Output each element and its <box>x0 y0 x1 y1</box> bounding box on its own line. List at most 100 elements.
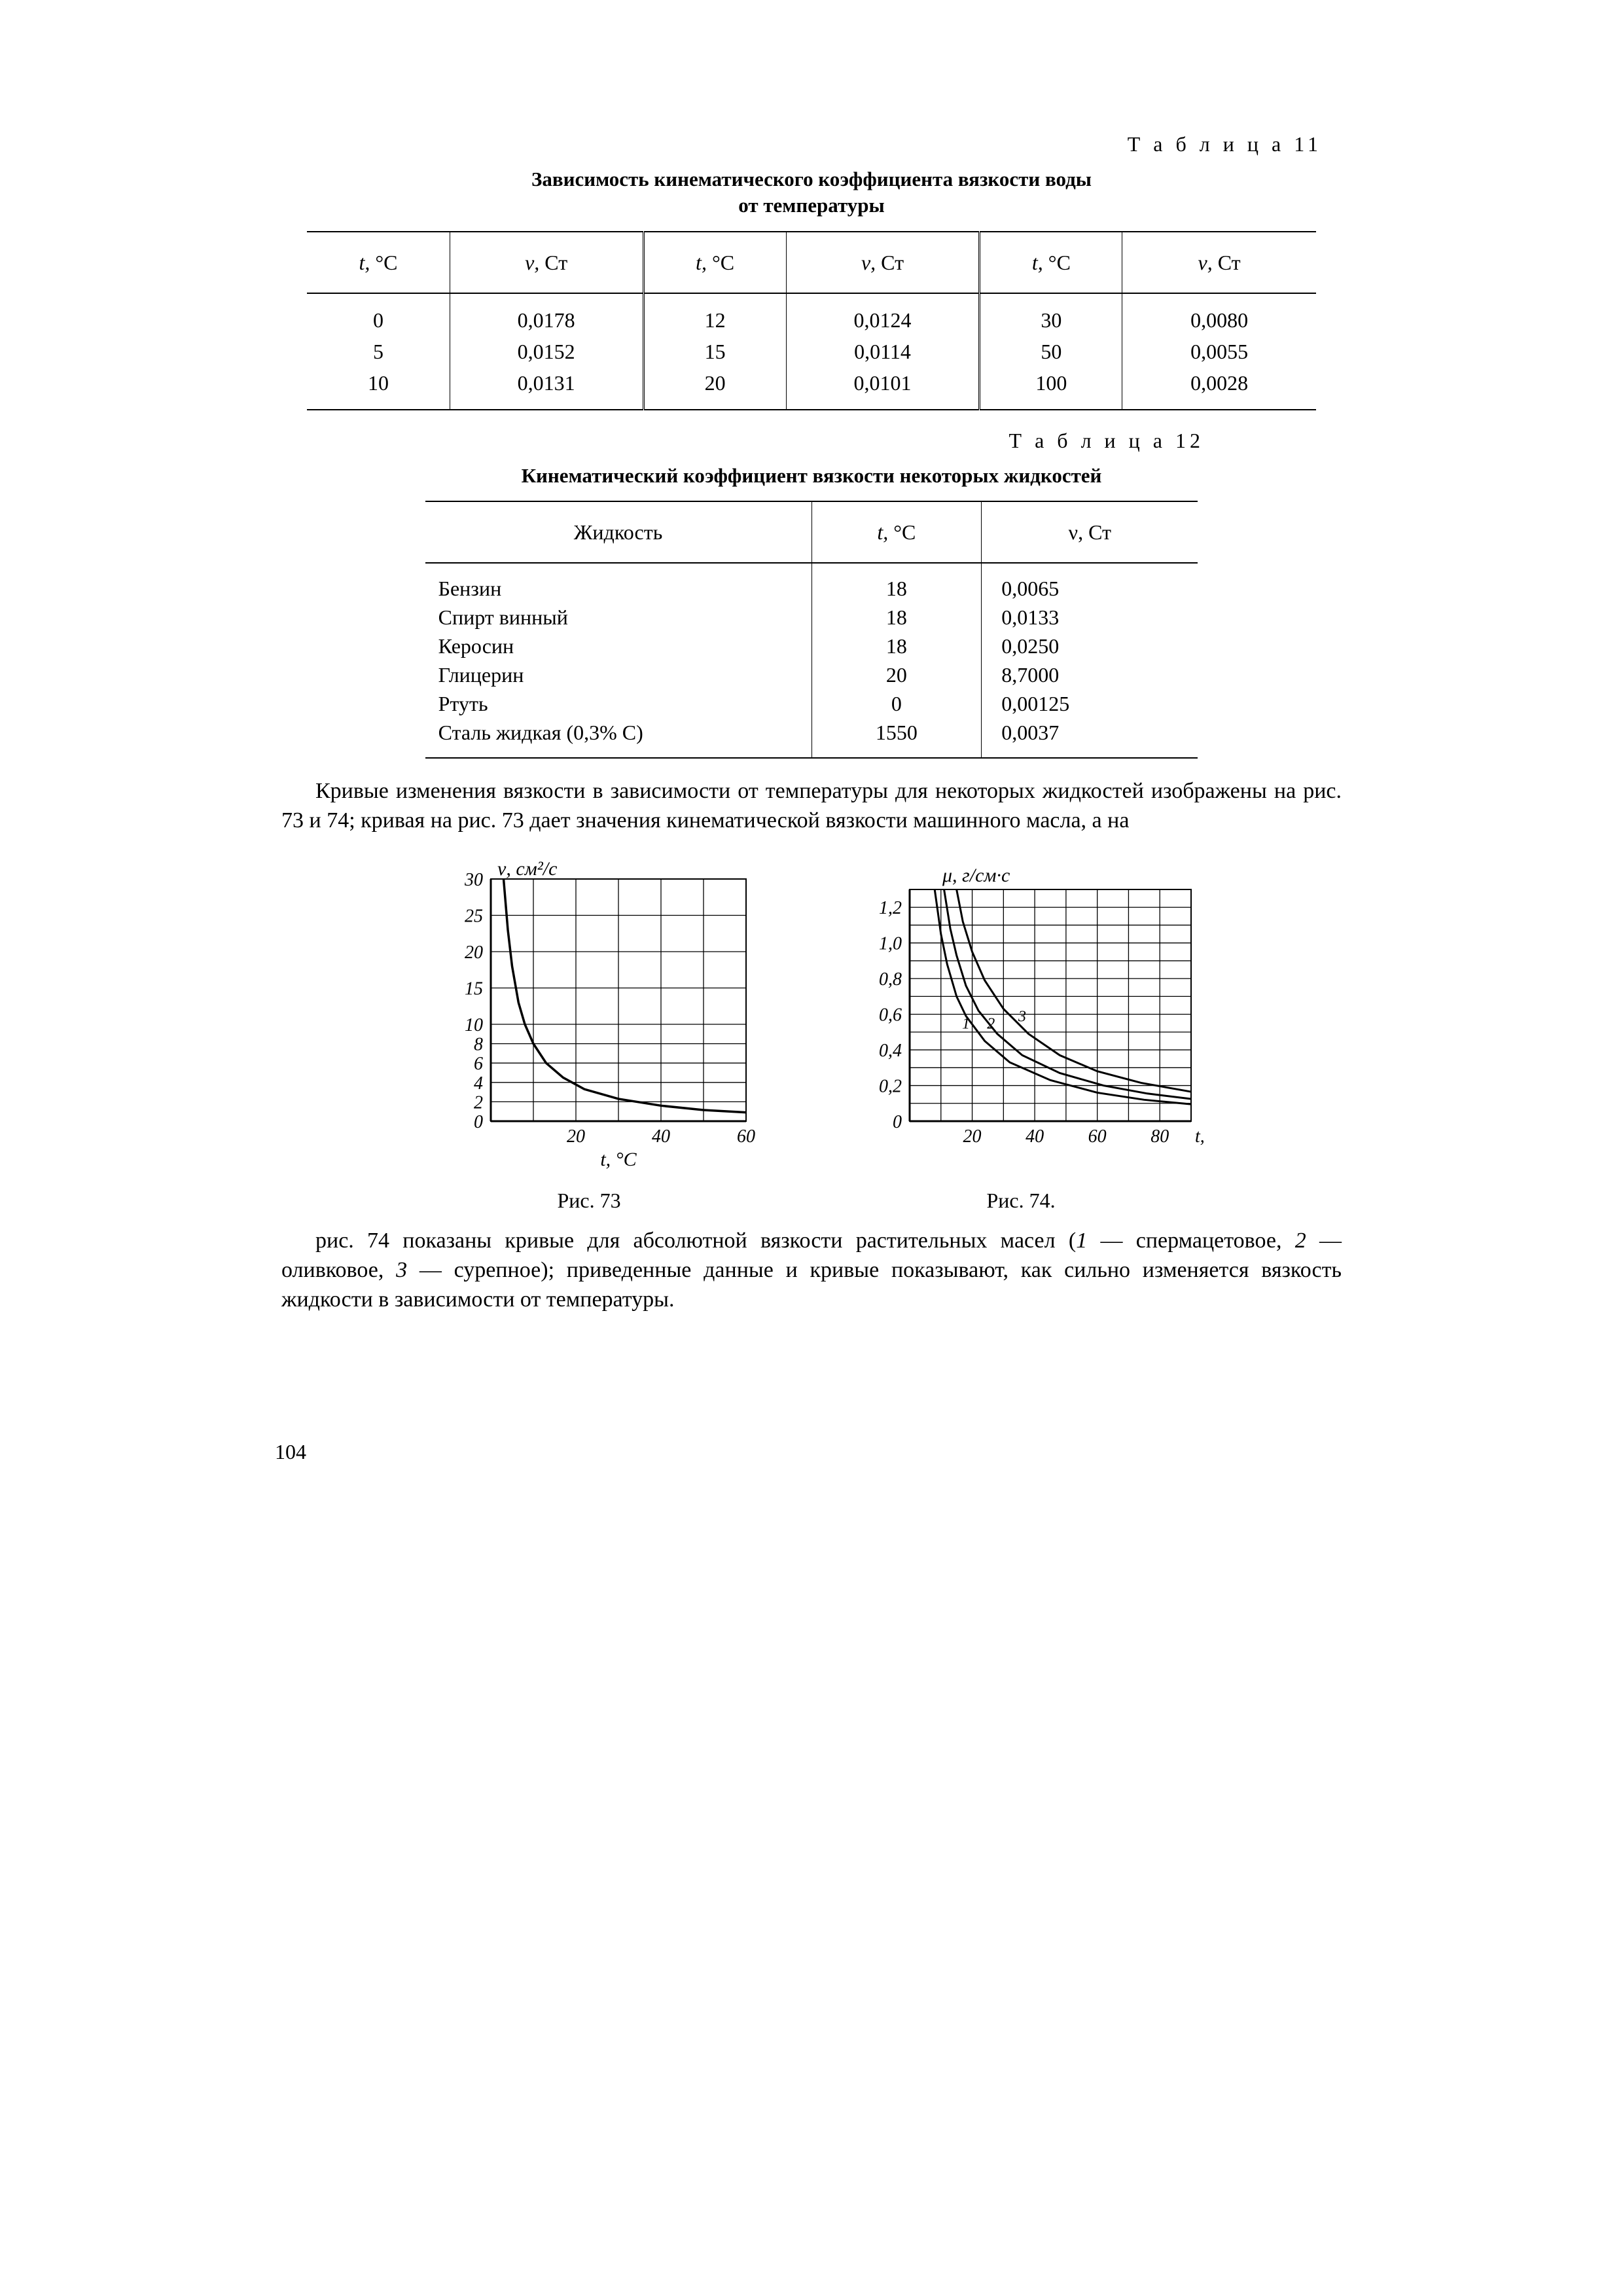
cell: 10 <box>307 367 450 410</box>
cell: 18 <box>812 603 982 632</box>
cell: 100 <box>980 367 1122 410</box>
svg-text:2: 2 <box>474 1092 483 1113</box>
svg-text:0,6: 0,6 <box>879 1005 902 1025</box>
cell: 0,0133 <box>982 603 1198 632</box>
table-row: Бензин180,0065 <box>425 563 1198 603</box>
table-row: 10 0,0131 20 0,0101 100 0,0028 <box>307 367 1316 410</box>
cell: 20 <box>812 660 982 689</box>
cell: 0,0055 <box>1122 336 1316 367</box>
table11-label: Т а б л и ц а 11 <box>275 131 1322 157</box>
table-row: Керосин180,0250 <box>425 632 1198 660</box>
cell: 5 <box>307 336 450 367</box>
cell: 0,0028 <box>1122 367 1316 410</box>
cell: 50 <box>980 336 1122 367</box>
fig73-caption: Рис. 73 <box>419 1187 759 1213</box>
svg-text:ν, см²/с: ν, см²/с <box>497 859 557 880</box>
svg-text:30: 30 <box>464 870 483 890</box>
cell: 12 <box>643 293 786 336</box>
svg-text:0,8: 0,8 <box>879 969 902 990</box>
figures-row: 024681015202530204060ν, см²/сt, °C Рис. … <box>275 859 1348 1213</box>
table-row: Ртуть00,00125 <box>425 689 1198 718</box>
chart-73: 024681015202530204060ν, см²/сt, °C <box>419 859 759 1174</box>
svg-text:1: 1 <box>962 1015 970 1032</box>
svg-text:60: 60 <box>1088 1126 1107 1147</box>
cell: 0,0178 <box>450 293 643 336</box>
svg-text:μ, г/см·с: μ, г/см·с <box>942 865 1010 886</box>
table11-h3: t, °C <box>643 232 786 293</box>
paragraph-1: Кривые изменения вязкости в зависимости … <box>281 777 1342 836</box>
svg-text:40: 40 <box>1026 1126 1044 1147</box>
svg-text:0: 0 <box>474 1112 483 1132</box>
svg-text:10: 10 <box>465 1015 483 1035</box>
cell: 0 <box>812 689 982 718</box>
svg-text:60: 60 <box>737 1126 755 1147</box>
figure-74: 0 0,2 0,4 0,6 0,8 1,0 1,2 20 40 60 80 t,°C μ, г/см·с… <box>838 859 1204 1213</box>
svg-text:6: 6 <box>474 1054 483 1074</box>
svg-text:3: 3 <box>1018 1008 1026 1025</box>
para2-3: 3 <box>396 1258 407 1282</box>
cell: 0,0124 <box>786 293 980 336</box>
svg-text:20: 20 <box>963 1126 982 1147</box>
cell: 18 <box>812 632 982 660</box>
svg-text:2: 2 <box>987 1015 995 1032</box>
cell: Глицерин <box>425 660 812 689</box>
cell: 0,0131 <box>450 367 643 410</box>
table12-title: Кинематический коэффициент вязкости неко… <box>275 463 1348 489</box>
cell: 0,0080 <box>1122 293 1316 336</box>
svg-text:1,0: 1,0 <box>879 933 902 954</box>
cell: 0,0152 <box>450 336 643 367</box>
svg-text:15: 15 <box>465 978 483 999</box>
table11-h5: t, °C <box>980 232 1122 293</box>
page: Т а б л и ц а 11 Зависимость кинематичес… <box>0 0 1623 2296</box>
table11-h6: ν, Ст <box>1122 232 1316 293</box>
svg-text:8: 8 <box>474 1034 483 1054</box>
svg-text:0,4: 0,4 <box>879 1041 902 1061</box>
table-row: 0 0,0178 12 0,0124 30 0,0080 <box>307 293 1316 336</box>
cell: 20 <box>643 367 786 410</box>
table11-title-l2: от температуры <box>738 194 885 217</box>
table11-h4: ν, Ст <box>786 232 980 293</box>
fig74-caption: Рис. 74. <box>838 1187 1204 1213</box>
cell: 0,0101 <box>786 367 980 410</box>
cell: 15 <box>643 336 786 367</box>
cell: 1550 <box>812 718 982 758</box>
svg-text:t, °C: t, °C <box>600 1149 637 1170</box>
svg-text:25: 25 <box>465 906 483 926</box>
table11: t, °C ν, Ст t, °C ν, Ст t, °C ν, Ст 0 0,… <box>307 231 1316 410</box>
figure-73: 024681015202530204060ν, см²/сt, °C Рис. … <box>419 859 759 1213</box>
cell: 0,00125 <box>982 689 1198 718</box>
table11-h2: ν, Ст <box>450 232 643 293</box>
table12-head-row: Жидкость t, °C ν, Ст <box>425 501 1198 563</box>
page-number: 104 <box>275 1439 306 1465</box>
table11-title: Зависимость кинематического коэффициента… <box>275 166 1348 219</box>
cell: 30 <box>980 293 1122 336</box>
cell: Сталь жидкая (0,3% C) <box>425 718 812 758</box>
table12-h2: t, °C <box>812 501 982 563</box>
cell: Ртуть <box>425 689 812 718</box>
svg-text:80: 80 <box>1150 1126 1169 1147</box>
cell: 18 <box>812 563 982 603</box>
table-row: 5 0,0152 15 0,0114 50 0,0055 <box>307 336 1316 367</box>
svg-text:4: 4 <box>474 1073 483 1093</box>
svg-text:0: 0 <box>893 1112 902 1132</box>
cell: 0,0037 <box>982 718 1198 758</box>
para2-a: рис. 74 показаны кривые для абсолютной в… <box>315 1229 1076 1253</box>
cell: 0 <box>307 293 450 336</box>
cell: 0,0250 <box>982 632 1198 660</box>
para2-2: 2 <box>1295 1229 1306 1253</box>
para2-b: — спермацетовое, <box>1087 1229 1295 1253</box>
table12-h1: Жидкость <box>425 501 812 563</box>
cell: Бензин <box>425 563 812 603</box>
svg-text:20: 20 <box>567 1126 585 1147</box>
svg-text:t,°C: t,°C <box>1195 1126 1204 1147</box>
svg-text:1,2: 1,2 <box>879 898 902 918</box>
table12-h3: ν, Ст <box>982 501 1198 563</box>
para2-1: 1 <box>1076 1229 1087 1253</box>
table11-h1: t, °C <box>307 232 450 293</box>
chart-74: 0 0,2 0,4 0,6 0,8 1,0 1,2 20 40 60 80 t,°C μ, г/см·с… <box>838 859 1204 1174</box>
svg-text:40: 40 <box>652 1126 670 1147</box>
table12: Жидкость t, °C ν, Ст Бензин180,0065 Спир… <box>425 501 1198 759</box>
cell: 8,7000 <box>982 660 1198 689</box>
table-row: Сталь жидкая (0,3% C)15500,0037 <box>425 718 1198 758</box>
svg-text:0,2: 0,2 <box>879 1076 902 1096</box>
